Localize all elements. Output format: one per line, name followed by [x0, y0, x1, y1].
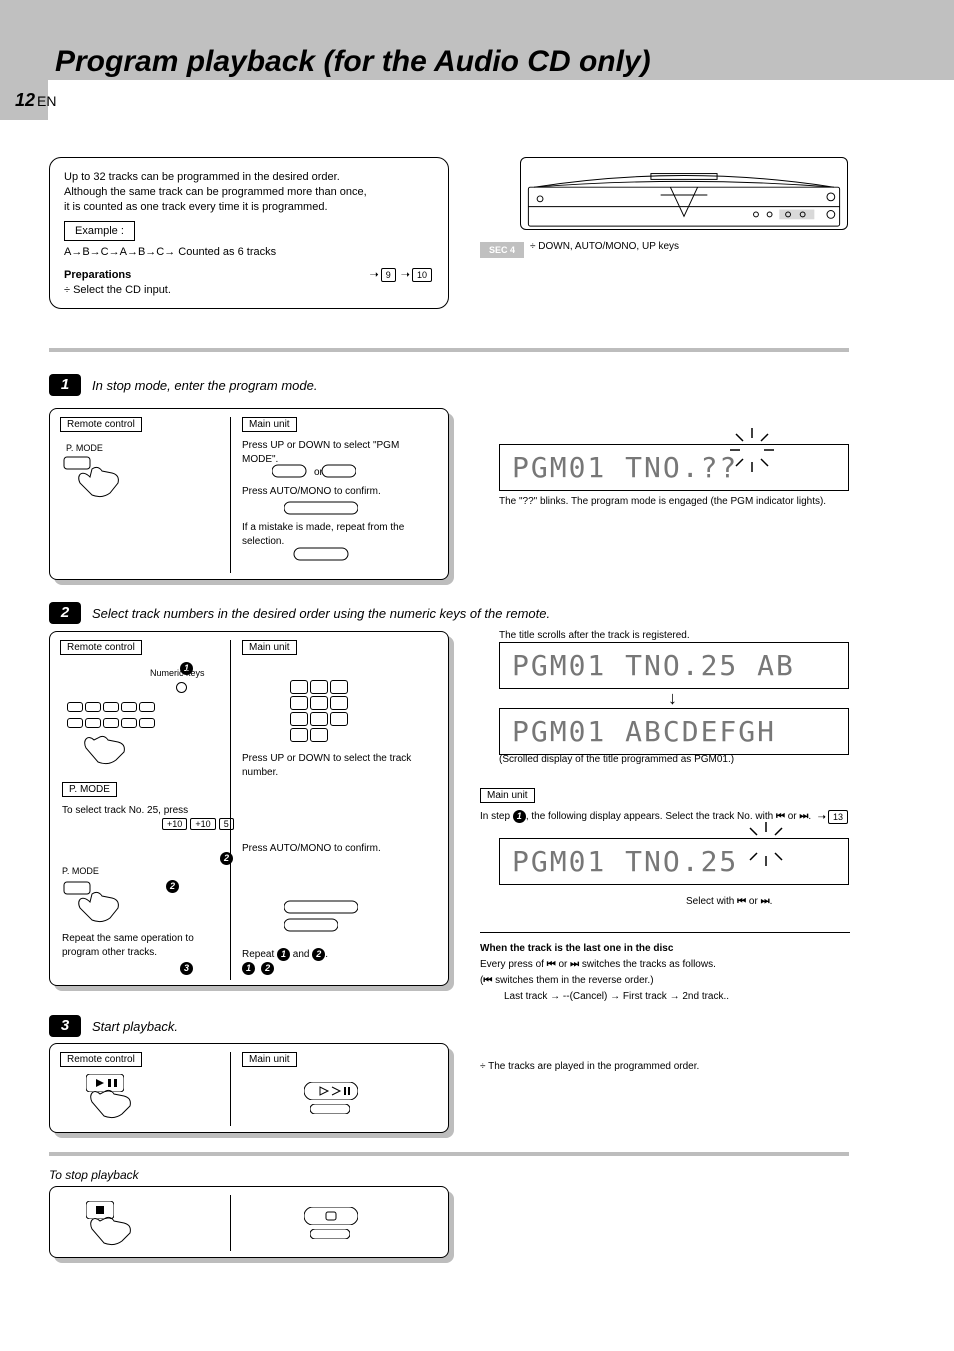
page-ref-13: 13 [828, 810, 848, 824]
btn-row-2 [66, 718, 156, 731]
main-label-2: Main unit [242, 640, 297, 655]
down-arrow-icon: ↓ [668, 688, 677, 709]
lcd-step-2a: PGM01 TNO.25 AB [499, 642, 849, 689]
remote-label-3: Remote control [60, 1052, 142, 1067]
main-unit-box: Main unit [480, 788, 535, 803]
circle-2c: 2 [261, 962, 274, 975]
lcd-step-1-note: The "??" blinks. The program mode is eng… [499, 496, 849, 507]
divider-2 [49, 1152, 849, 1156]
main-instr-1: Press UP or DOWN to select "PGM MODE". [242, 439, 438, 466]
page-ref-10: 10 [412, 268, 432, 282]
remote-btn-label: P. MODE [66, 443, 103, 453]
page-title: Program playback (for the Audio CD only) [55, 45, 651, 79]
last-track-line1: Every press of ⏮ or ⏭ switches the track… [480, 958, 850, 972]
prep-text: ÷ Select the CD input. [64, 284, 171, 296]
pmode-label-2: P. MODE [62, 866, 99, 876]
step-1-label: 1 [49, 374, 81, 396]
hand-press-icon-4 [80, 1086, 150, 1134]
main-instr-2: Press AUTO/MONO to confirm. [242, 485, 438, 499]
hand-press-icon [62, 455, 132, 503]
page-ref-9: 9 [381, 268, 396, 282]
lcd-step-2b: PGM01 ABCDEFGH [499, 708, 849, 755]
rep-c1: 1 [277, 948, 290, 961]
lcd-step-2b-note: (Scrolled display of the title programme… [499, 754, 849, 765]
last-track-line2: (⏮ switches them in the reverse order.) [480, 974, 850, 988]
step-1-title: In stop mode, enter the program mode. [92, 378, 317, 393]
page-number: 12EN [15, 90, 56, 111]
stop-title: To stop playback [49, 1168, 139, 1182]
main-label-3: Main unit [242, 1052, 297, 1067]
confirm-button-icon [284, 501, 358, 515]
main-confirm-text: Press AUTO/MONO to confirm. [242, 842, 438, 856]
step-2-title: Select track numbers in the desired orde… [92, 606, 550, 621]
prep-heading: Preparations [64, 269, 131, 281]
key-10b: +10 [190, 818, 215, 830]
round-btn-icon [176, 682, 187, 693]
blink-icon [728, 426, 776, 477]
last-track-heading: When the track is the last one in the di… [480, 942, 850, 956]
divider-1 [49, 348, 849, 352]
lcd-step-2c: PGM01 TNO.25 [499, 838, 849, 885]
key-5: 5 [219, 818, 234, 830]
hand-press-icon-5 [80, 1213, 150, 1261]
remote-text-1: To select track No. 25, press [62, 804, 222, 818]
pmode-label: P. MODE [62, 782, 117, 797]
intro-line-2: Although the same track can be programme… [64, 185, 434, 200]
stop-button-main-icon [304, 1207, 358, 1225]
remote-label: Remote control [60, 417, 142, 432]
btn-row-1 [66, 702, 156, 715]
page-lang: EN [37, 93, 56, 109]
select-button-icon-4 [310, 1229, 350, 1239]
device-section-label: SEC 4 [480, 242, 524, 258]
example-text: A→B→C→A→B→C→ Counted as 6 tracks [64, 245, 434, 260]
device-illustration [520, 157, 848, 230]
step-3-panel: Remote control Main unit [49, 1043, 449, 1133]
main-instr-3: If a mistake is made, repeat from the se… [242, 521, 438, 548]
hand-press-icon-2 [74, 732, 144, 780]
step-3-title: Start playback. [92, 1019, 178, 1034]
lcd-step-2a-note: The title scrolls after the track is reg… [499, 630, 849, 641]
intro-box: Up to 32 tracks can be programmed in the… [49, 157, 449, 309]
up-down-buttons-icon: or [272, 463, 356, 479]
confirm-button-icon-2 [284, 900, 358, 914]
stop-panel [49, 1186, 449, 1258]
intro-line-3: it is counted as one track every time it… [64, 200, 434, 215]
step-3-label: 3 [49, 1015, 81, 1037]
play-button-icon [304, 1082, 358, 1100]
example-label: Example : [64, 221, 135, 242]
remote-text-2: Repeat the same operation to program oth… [62, 932, 222, 959]
in-step-c1: 1 [513, 810, 526, 823]
key-10a: +10 [162, 818, 187, 830]
last-track-line3: Last track → --(Cancel) → First track → … [504, 990, 874, 1004]
page-number-value: 12 [15, 90, 35, 110]
circle-2b: 2 [166, 880, 179, 893]
step-2-note: In step 1, the following display appears… [480, 810, 850, 825]
numeric-keys-label: Numeric keys [150, 668, 205, 678]
select-button-icon-2 [284, 918, 338, 932]
main-label: Main unit [242, 417, 297, 432]
select-button-icon-3 [310, 1104, 350, 1114]
circle-2a: 2 [220, 852, 233, 865]
intro-line-1: Up to 32 tracks can be programmed in the… [64, 170, 434, 185]
main-repeat-text: Repeat 1 and 2. [242, 948, 438, 962]
circle-3: 3 [180, 962, 193, 975]
rep-c2: 2 [312, 948, 325, 961]
circle-1b: 1 [242, 962, 255, 975]
sub-divider [480, 932, 850, 933]
step-2-panel: Remote control Main unit 1 Numeric keys … [49, 631, 449, 986]
step-1-panel: Remote control Main unit P. MODE Press U… [49, 408, 449, 580]
step-3-note: ÷ The tracks are played in the programme… [480, 1060, 850, 1074]
blink-icon-2 [742, 820, 790, 871]
main-select-text: Press UP or DOWN to select the track num… [242, 752, 438, 779]
remote-label-2: Remote control [60, 640, 142, 655]
hand-press-icon-3 [62, 880, 132, 928]
keypad-icon [290, 680, 348, 742]
lcd-step-2c-note: Select with ⏮ or ⏭. [686, 896, 772, 907]
lcd-step-1: PGM01 TNO.?? [499, 444, 849, 491]
select-button-icon [284, 547, 358, 561]
step-2-label: 2 [49, 602, 81, 624]
device-section-text: ÷ DOWN, AUTO/MONO, UP keys [530, 241, 679, 252]
